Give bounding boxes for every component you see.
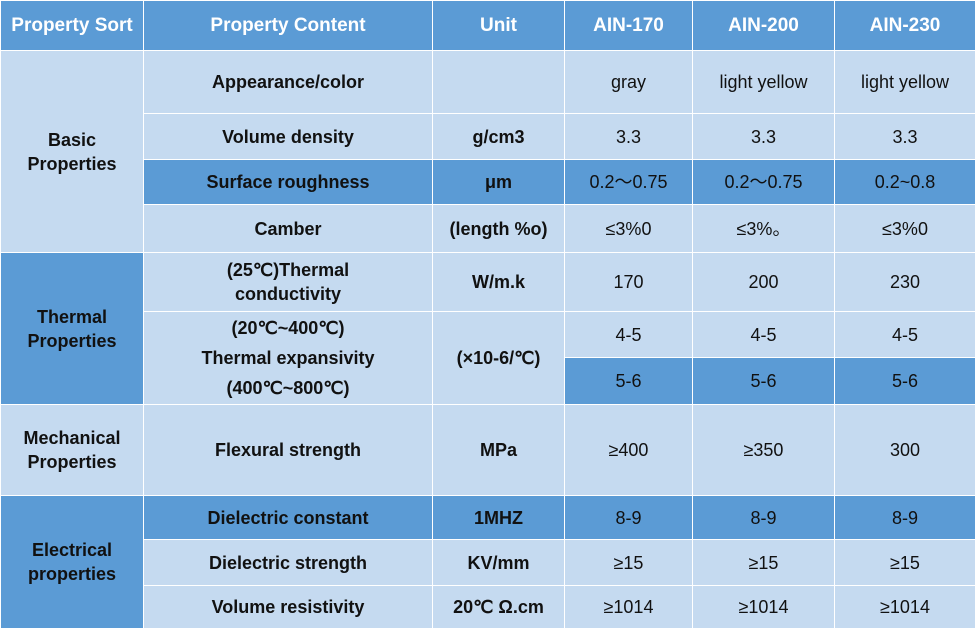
value-ain-200: ≤3%。	[692, 204, 835, 253]
table-row: Mechanical Properties Flexural strength …	[0, 404, 975, 496]
value-ain-200: ≥1014	[692, 585, 835, 629]
value-ain-230: ≤3%0	[834, 204, 975, 253]
property-name-line: (400℃~800℃)	[226, 378, 350, 398]
value-ain-170: 5-6	[564, 357, 693, 405]
property-name: Volume density	[143, 113, 433, 160]
table-row: Basic Properties Appearance/color gray l…	[0, 50, 975, 253]
value-ain-230: 8-9	[834, 495, 975, 540]
property-name: Appearance/color	[143, 50, 433, 114]
property-unit: MPa	[432, 404, 565, 496]
property-unit: 1MHZ	[432, 495, 565, 540]
value-ain-170: gray	[564, 50, 693, 114]
value-ain-230: 5-6	[834, 357, 975, 405]
table-row: (20℃~400℃) Thermal expansivity (400℃~800…	[1, 311, 975, 405]
property-name-line: (25℃)Thermal	[226, 260, 350, 280]
property-unit: KV/mm	[432, 539, 565, 586]
property-name-line: Thermal expansivity	[201, 348, 375, 368]
property-unit: (length %o)	[432, 204, 565, 253]
table-row: Camber (length %o) ≤3%0 ≤3%。 ≤3%0	[1, 204, 975, 253]
property-name: Surface roughness	[143, 159, 433, 205]
property-unit: 20℃ Ω.cm	[432, 585, 565, 629]
value-ain-230: 4-5	[834, 311, 975, 358]
value-ain-170: ≥1014	[564, 585, 693, 629]
header-ain-170: AIN-170	[564, 0, 693, 51]
group-electrical-properties: Electrical properties	[0, 495, 144, 629]
value-ain-230: light yellow	[834, 50, 975, 114]
property-name: Dielectric constant	[143, 495, 433, 540]
table-row: Surface roughness μm 0.2～0.75 0.2～0.75 0…	[1, 159, 975, 205]
group-thermal-properties: Thermal Properties	[0, 252, 144, 405]
table-row: Dielectric strength KV/mm ≥15 ≥15 ≥15	[1, 539, 975, 586]
value-ain-170: ≤3%0	[564, 204, 693, 253]
property-name: Volume resistivity	[143, 585, 433, 629]
property-unit: μm	[432, 159, 565, 205]
value-ain-170: 3.3	[564, 113, 693, 160]
value-ain-230: 230	[834, 252, 975, 312]
property-unit: g/cm3	[432, 113, 565, 160]
header-property-content: Property Content	[143, 0, 433, 51]
value-ain-230: 0.2~0.8	[834, 159, 975, 205]
value-ain-200: 5-6	[692, 357, 835, 405]
table-row: 5-6 5-6 5-6	[1, 357, 975, 405]
value-ain-230: 300	[834, 404, 975, 496]
property-name: Dielectric strength	[143, 539, 433, 586]
value-ain-200: 8-9	[692, 495, 835, 540]
value-ain-230: 3.3	[834, 113, 975, 160]
group-mechanical-properties: Mechanical Properties	[0, 404, 144, 496]
value-ain-170: ≥15	[564, 539, 693, 586]
property-name: (20℃~400℃) Thermal expansivity (400℃~800…	[143, 311, 433, 405]
value-ain-230: ≥1014	[834, 585, 975, 629]
header-ain-230: AIN-230	[834, 0, 975, 51]
property-name: Camber	[143, 204, 433, 253]
value-ain-170: 170	[564, 252, 693, 312]
property-unit: W/m.k	[432, 252, 565, 312]
table-row: Volume resistivity 20℃ Ω.cm ≥1014 ≥1014 …	[1, 585, 975, 629]
table-row: Electrical properties Dielectric constan…	[0, 495, 975, 629]
value-ain-170: 8-9	[564, 495, 693, 540]
value-ain-200: light yellow	[692, 50, 835, 114]
value-ain-200: ≥350	[692, 404, 835, 496]
property-name: (25℃)Thermal conductivity	[143, 252, 433, 312]
table-row: Thermal Properties (25℃)Thermal conducti…	[0, 252, 975, 405]
property-unit: (×10-6/℃)	[432, 311, 565, 405]
value-ain-200: 0.2～0.75	[692, 159, 835, 205]
table-row: Volume density g/cm3 3.3 3.3 3.3	[1, 113, 975, 160]
header-ain-200: AIN-200	[692, 0, 835, 51]
property-unit	[432, 50, 565, 114]
header-property-sort: Property Sort	[0, 0, 144, 51]
value-ain-200: 4-5	[692, 311, 835, 358]
value-ain-170: 4-5	[564, 311, 693, 358]
header-row: Property Sort Property Content Unit AIN-…	[0, 0, 975, 51]
value-ain-230: ≥15	[834, 539, 975, 586]
value-ain-200: ≥15	[692, 539, 835, 586]
header-unit: Unit	[432, 0, 565, 51]
value-ain-200: 200	[692, 252, 835, 312]
property-name-line: (20℃~400℃)	[231, 318, 345, 338]
group-basic-properties: Basic Properties	[0, 50, 144, 253]
property-name-line: conductivity	[234, 284, 341, 304]
value-ain-170: 0.2～0.75	[564, 159, 693, 205]
property-name: Flexural strength	[143, 404, 433, 496]
value-ain-200: 3.3	[692, 113, 835, 160]
value-ain-170: ≥400	[564, 404, 693, 496]
